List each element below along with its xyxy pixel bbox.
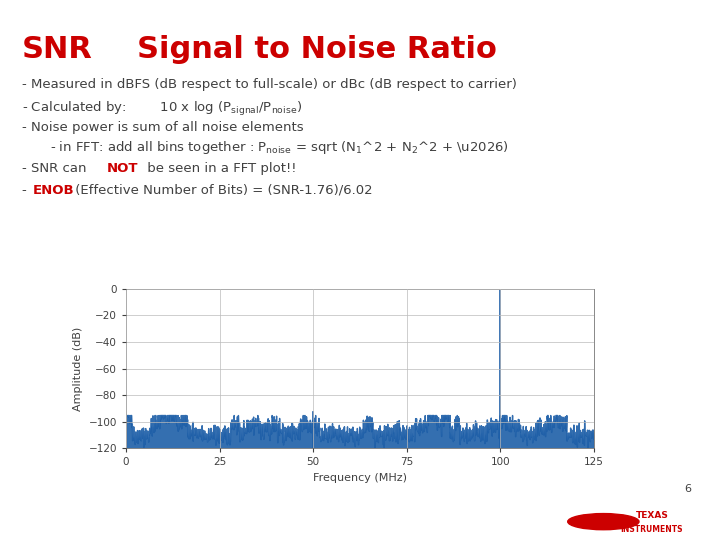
Text: - Measured in dBFS (dB respect to full-scale) or dBc (dB respect to carrier): - Measured in dBFS (dB respect to full-s… [22,78,516,91]
Text: (Effective Number of Bits) = (SNR-1.76)/6.02: (Effective Number of Bits) = (SNR-1.76)/… [71,184,372,197]
Text: - Noise power is sum of all noise elements: - Noise power is sum of all noise elemen… [22,122,303,134]
Text: - SNR can: - SNR can [22,162,90,175]
Text: ENOB: ENOB [33,184,75,197]
Text: 6: 6 [684,484,691,494]
Text: TEXAS: TEXAS [636,510,668,519]
Text: Signal to Noise Ratio: Signal to Noise Ratio [137,35,497,64]
Text: NOT: NOT [107,162,138,175]
X-axis label: Frequency (MHz): Frequency (MHz) [313,473,407,483]
Text: TI Information – NDA Required: TI Information – NDA Required [14,514,266,529]
Text: be seen in a FFT plot!!: be seen in a FFT plot!! [143,162,296,175]
Text: - in FFT: add all bins together : P$_{\mathregular{noise}}$ = sqrt (N$_1$^2 + N$: - in FFT: add all bins together : P$_{\m… [50,139,509,156]
Text: INSTRUMENTS: INSTRUMENTS [621,525,683,534]
Text: - Calculated by:        10 x log (P$_{\mathregular{signal}}$/P$_{\mathregular{no: - Calculated by: 10 x log (P$_{\mathregu… [22,100,302,118]
Circle shape [568,514,639,530]
Y-axis label: Amplitude (dB): Amplitude (dB) [73,326,83,411]
Text: -: - [22,184,30,197]
Text: SNR: SNR [22,35,92,64]
